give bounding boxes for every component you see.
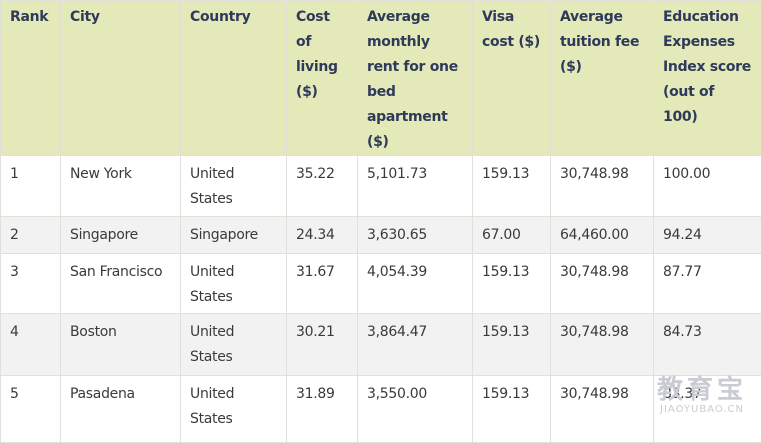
cell-rank: 1	[1, 156, 61, 217]
cell-average-rent: 3,630.65	[358, 217, 473, 254]
cell-cost-of-living: 31.67	[287, 254, 358, 314]
cell-cost-of-living: 35.22	[287, 156, 358, 217]
cell-cost-of-living: 30.21	[287, 314, 358, 376]
cell-average-tuition: 30,748.98	[551, 314, 654, 376]
cell-visa-cost: 159.13	[473, 376, 551, 443]
table-row: 1 New York United States 35.22 5,101.73 …	[1, 156, 761, 217]
cell-education-index: 94.24	[654, 217, 761, 254]
header-cost-of-living: Cost of living ($)	[287, 1, 358, 156]
table-row: 2 Singapore Singapore 24.34 3,630.65 67.…	[1, 217, 761, 254]
cell-average-rent: 5,101.73	[358, 156, 473, 217]
table-row: 3 San Francisco United States 31.67 4,05…	[1, 254, 761, 314]
cell-country: Singapore	[181, 217, 287, 254]
header-average-tuition: Average tuition fee ($)	[551, 1, 654, 156]
header-visa-cost: Visa cost ($)	[473, 1, 551, 156]
cell-average-tuition: 30,748.98	[551, 156, 654, 217]
table-row: 5 Pasadena United States 31.89 3,550.00 …	[1, 376, 761, 443]
cell-city: Boston	[61, 314, 181, 376]
cell-country: United States	[181, 254, 287, 314]
header-city: City	[61, 1, 181, 156]
cell-city: Pasadena	[61, 376, 181, 443]
cell-visa-cost: 159.13	[473, 314, 551, 376]
cell-city: Singapore	[61, 217, 181, 254]
cell-rank: 3	[1, 254, 61, 314]
cell-education-index: 87.77	[654, 254, 761, 314]
cell-cost-of-living: 24.34	[287, 217, 358, 254]
cell-education-index: 100.00	[654, 156, 761, 217]
cell-average-tuition: 30,748.98	[551, 376, 654, 443]
cell-visa-cost: 67.00	[473, 217, 551, 254]
cell-city: San Francisco	[61, 254, 181, 314]
cell-cost-of-living: 31.89	[287, 376, 358, 443]
cell-average-rent: 3,550.00	[358, 376, 473, 443]
cell-average-tuition: 30,748.98	[551, 254, 654, 314]
cell-rank: 2	[1, 217, 61, 254]
cell-average-tuition: 64,460.00	[551, 217, 654, 254]
cell-rank: 4	[1, 314, 61, 376]
header-row: Rank City Country Cost of living ($) Ave…	[1, 1, 761, 156]
cell-rank: 5	[1, 376, 61, 443]
cell-average-rent: 4,054.39	[358, 254, 473, 314]
cell-visa-cost: 159.13	[473, 156, 551, 217]
cell-education-index: 84.73	[654, 314, 761, 376]
table-row: 4 Boston United States 30.21 3,864.47 15…	[1, 314, 761, 376]
header-rank: Rank	[1, 1, 61, 156]
cell-education-index: 83.37	[654, 376, 761, 443]
cell-country: United States	[181, 156, 287, 217]
header-country: Country	[181, 1, 287, 156]
cell-country: United States	[181, 376, 287, 443]
cell-visa-cost: 159.13	[473, 254, 551, 314]
cell-country: United States	[181, 314, 287, 376]
header-average-rent: Average monthly rent for one bed apartme…	[358, 1, 473, 156]
header-education-index: Education Expenses Index score (out of 1…	[654, 1, 761, 156]
cell-city: New York	[61, 156, 181, 217]
cell-average-rent: 3,864.47	[358, 314, 473, 376]
